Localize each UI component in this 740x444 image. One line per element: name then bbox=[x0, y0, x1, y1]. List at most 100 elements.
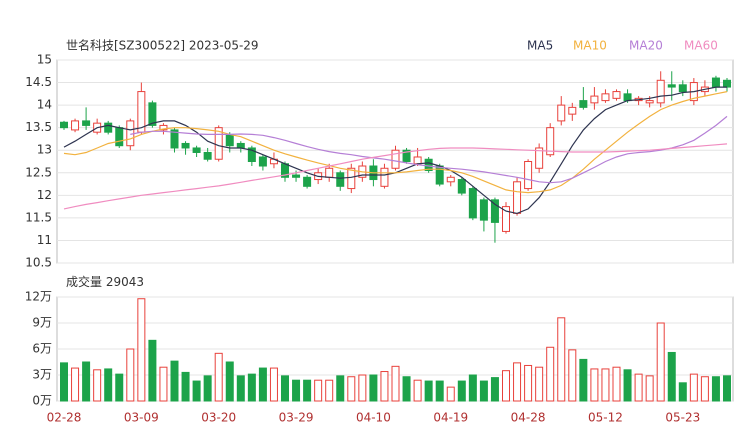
volume-bar bbox=[579, 358, 588, 402]
volume-bar bbox=[457, 380, 466, 402]
candle-body bbox=[711, 77, 720, 88]
candle-body bbox=[623, 93, 632, 102]
candle-body bbox=[468, 188, 477, 219]
volume-bar bbox=[524, 364, 533, 402]
volume-bar bbox=[269, 367, 278, 402]
volume-bar bbox=[391, 365, 400, 402]
volume-bar bbox=[590, 368, 599, 402]
x-tick-label: 03-09 bbox=[124, 411, 159, 425]
candle-body bbox=[446, 176, 455, 183]
volume-bar bbox=[700, 376, 709, 402]
volume-bar bbox=[258, 367, 267, 402]
volume-bar bbox=[203, 375, 212, 402]
candle-body bbox=[557, 104, 566, 122]
candle-body bbox=[159, 124, 168, 131]
x-tick-label: 05-23 bbox=[665, 411, 700, 425]
volume-bar bbox=[568, 349, 577, 402]
candle-body bbox=[115, 127, 124, 147]
volume-bar bbox=[446, 386, 455, 402]
volume-bar bbox=[502, 370, 510, 402]
volume-bar bbox=[723, 375, 731, 402]
candle-body bbox=[336, 172, 345, 187]
y-tick-label: 12 bbox=[37, 188, 52, 202]
candle-body bbox=[667, 84, 676, 88]
candle-body bbox=[258, 156, 267, 167]
x-tick-label: 03-29 bbox=[279, 411, 314, 425]
volume-tick-label: 6万 bbox=[32, 342, 52, 356]
x-tick-label: 04-19 bbox=[433, 411, 468, 425]
ma-line bbox=[130, 115, 728, 184]
candle-body bbox=[60, 121, 68, 129]
candle-body bbox=[214, 127, 223, 160]
candle-body bbox=[513, 181, 522, 214]
x-tick-label: 03-20 bbox=[201, 411, 236, 425]
volume-bar bbox=[247, 373, 256, 402]
y-tick-label: 14.5 bbox=[25, 75, 52, 89]
candle-body bbox=[535, 147, 544, 169]
candle-body bbox=[192, 147, 201, 153]
volume-bar bbox=[513, 362, 522, 402]
volume-bar bbox=[314, 379, 323, 402]
ma-line bbox=[63, 91, 728, 194]
candle-body bbox=[247, 147, 256, 162]
candle-body bbox=[148, 102, 157, 126]
candle-body bbox=[170, 129, 179, 149]
candle-body bbox=[479, 199, 488, 221]
y-tick-label: 15 bbox=[37, 53, 52, 67]
candle-body bbox=[104, 122, 113, 133]
volume-bar bbox=[347, 376, 356, 402]
volume-bar bbox=[689, 373, 698, 402]
volume-bar bbox=[170, 360, 179, 402]
volume-bar bbox=[678, 382, 687, 402]
volume-bar bbox=[612, 366, 621, 402]
candle-body bbox=[292, 174, 301, 178]
volume-bar bbox=[336, 375, 345, 402]
candle-body bbox=[656, 79, 665, 104]
ma-line bbox=[63, 143, 728, 210]
y-tick-label: 11 bbox=[37, 233, 52, 247]
y-tick-label: 12.5 bbox=[25, 165, 52, 179]
legend-entry: MA5 bbox=[527, 39, 553, 53]
candle-body bbox=[723, 79, 731, 88]
volume-bar bbox=[236, 375, 245, 402]
volume-bar bbox=[292, 379, 301, 402]
candle-body bbox=[524, 161, 533, 190]
volume-bar bbox=[656, 322, 665, 402]
candle-body bbox=[490, 199, 499, 223]
candle-body bbox=[203, 151, 212, 160]
volume-bar bbox=[60, 362, 68, 402]
volume-bar bbox=[601, 368, 610, 402]
candle-body bbox=[457, 179, 466, 194]
y-tick-label: 11.5 bbox=[25, 210, 52, 224]
volume-bar bbox=[115, 373, 124, 402]
volume-bar bbox=[303, 379, 312, 402]
volume-bar bbox=[557, 317, 566, 402]
y-tick-label: 14 bbox=[37, 98, 52, 112]
volume-bar bbox=[435, 380, 444, 402]
chart-title: 世名科技[SZ300522] 2023-05-29 bbox=[66, 38, 259, 53]
candle-body bbox=[568, 106, 577, 115]
volume-bar bbox=[546, 346, 555, 402]
y-tick-label: 13 bbox=[37, 143, 52, 157]
candle-body bbox=[181, 142, 190, 149]
volume-latest: 29043 bbox=[106, 275, 144, 289]
volume-tick-label: 3万 bbox=[32, 368, 52, 382]
candle-body bbox=[645, 100, 654, 104]
candle-body bbox=[546, 127, 555, 156]
volume-bar bbox=[71, 367, 80, 402]
x-tick-label: 04-28 bbox=[511, 411, 546, 425]
candle-body bbox=[71, 120, 80, 131]
legend-entry: MA10 bbox=[573, 39, 607, 53]
volume-bar bbox=[645, 375, 654, 402]
volume-bar bbox=[137, 298, 146, 402]
legend-entry: MA60 bbox=[684, 39, 718, 53]
candle-body bbox=[678, 84, 687, 93]
volume-bar bbox=[623, 369, 632, 402]
legend-entry: MA20 bbox=[629, 39, 663, 53]
candle-body bbox=[391, 149, 400, 169]
volume-tick-label: 0万 bbox=[32, 394, 52, 408]
volume-bar bbox=[82, 361, 91, 402]
volume-bar bbox=[358, 374, 367, 402]
volume-bar bbox=[535, 366, 544, 402]
y-tick-label: 13.5 bbox=[25, 120, 52, 134]
